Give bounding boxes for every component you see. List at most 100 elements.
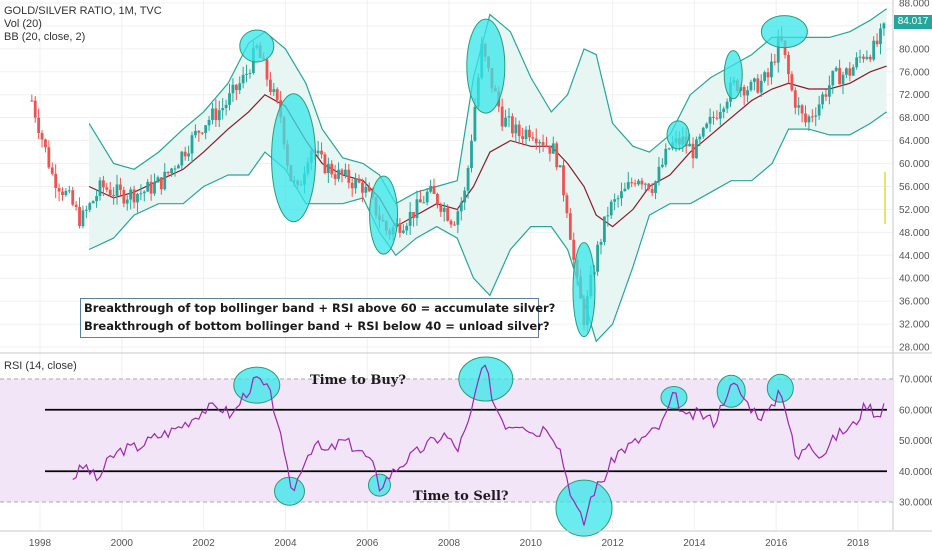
- candle-body: [37, 117, 41, 134]
- candle-body: [146, 181, 150, 192]
- candle-body: [453, 224, 456, 226]
- candle-body: [415, 199, 419, 219]
- candle-body: [354, 178, 358, 189]
- candle-body: [241, 74, 245, 84]
- candle-body: [367, 186, 371, 192]
- candle-body: [183, 151, 187, 157]
- candle-body: [156, 177, 160, 183]
- candle-body: [350, 182, 354, 189]
- legend-bollinger: BB (20, close, 2): [4, 31, 86, 43]
- candle-body: [405, 225, 409, 231]
- price-tick-label: 72.000: [899, 90, 930, 101]
- candle-body: [40, 133, 44, 140]
- candle-body: [555, 143, 559, 168]
- candle-body: [119, 184, 122, 190]
- highlight-ellipse: [572, 242, 596, 338]
- candle-body: [418, 199, 422, 203]
- buy-annotation: Time to Buy?: [310, 373, 406, 388]
- candle-body: [231, 84, 235, 94]
- candle-body: [187, 153, 191, 157]
- candle-body: [725, 101, 729, 109]
- candle-body: [637, 180, 640, 185]
- candle-body: [269, 79, 272, 92]
- candle-body: [446, 207, 450, 221]
- candle-body: [613, 199, 617, 202]
- candle-body: [429, 185, 432, 192]
- candle-body: [159, 177, 163, 190]
- candle-body: [848, 68, 852, 76]
- bollinger-fill: [89, 8, 887, 342]
- candle-body: [248, 73, 252, 75]
- candle-body: [599, 242, 603, 245]
- candle-body: [343, 169, 347, 176]
- candle-body: [272, 89, 276, 92]
- candle-body: [194, 130, 197, 136]
- candle-body: [558, 165, 562, 168]
- candle-body: [752, 78, 756, 82]
- candle-body: [640, 180, 644, 185]
- candle-body: [855, 57, 859, 68]
- annotation-box: Breakthrough of top bollinger band + RSI…: [80, 298, 556, 338]
- rsi-pane-label: RSI (14, close): [4, 360, 77, 372]
- candle-body: [333, 174, 337, 179]
- candle-body: [705, 123, 709, 128]
- candle-body: [770, 61, 773, 78]
- candle-body: [538, 142, 542, 144]
- candle-body: [756, 78, 760, 93]
- candle-body: [851, 67, 855, 76]
- candle-body: [787, 55, 790, 75]
- candle-body: [470, 140, 473, 168]
- annotation-line-2: Breakthrough of bottom bollinger band + …: [84, 319, 550, 333]
- candle-body: [545, 145, 548, 147]
- year-tick-label: 2000: [111, 538, 134, 549]
- year-tick-label: 2004: [274, 538, 297, 549]
- candle-body: [500, 106, 504, 127]
- candle-body: [105, 187, 109, 190]
- candle-body: [521, 136, 525, 140]
- candle-body: [800, 105, 804, 114]
- candle-body: [33, 100, 37, 118]
- candle-body: [112, 195, 116, 197]
- year-tick-label: 2014: [683, 538, 706, 549]
- candle-body: [531, 137, 535, 139]
- candle-body: [660, 164, 664, 167]
- candle-body: [862, 56, 865, 59]
- candle-body: [565, 195, 569, 214]
- candle-body: [54, 173, 58, 189]
- candle-body: [810, 116, 814, 118]
- rsi-band-fill: [0, 379, 893, 502]
- rsi-highlight-ellipse: [660, 385, 688, 409]
- candle-body: [214, 108, 218, 121]
- candle-body: [633, 183, 637, 185]
- candle-body: [504, 117, 507, 127]
- candle-body: [643, 183, 647, 185]
- candle-body: [804, 113, 807, 123]
- candle-body: [347, 169, 351, 183]
- candle-body: [180, 151, 184, 166]
- candle-body: [323, 154, 327, 174]
- candle-body: [57, 188, 61, 192]
- candle-body: [875, 40, 879, 45]
- candle-body: [275, 89, 279, 101]
- candle-body: [436, 193, 439, 206]
- candle-body: [98, 180, 102, 197]
- candle-body: [463, 190, 467, 203]
- candle-body: [47, 147, 51, 168]
- candle-body: [176, 165, 180, 169]
- candle-body: [845, 68, 848, 75]
- candle-body: [517, 124, 521, 137]
- candle-body: [650, 189, 654, 193]
- rsi-highlight-ellipse: [555, 479, 613, 537]
- candle-body: [766, 72, 770, 78]
- candle-body: [224, 104, 228, 109]
- candle-body: [749, 81, 753, 91]
- candle-body: [821, 94, 824, 105]
- annotation-line-1: Breakthrough of top bollinger band + RSI…: [84, 301, 556, 315]
- candle-body: [245, 73, 248, 75]
- rsi-highlight-ellipse: [716, 374, 746, 408]
- candle-body: [691, 143, 695, 159]
- bollinger-basis-line: [88, 65, 887, 228]
- candle-body: [115, 184, 119, 196]
